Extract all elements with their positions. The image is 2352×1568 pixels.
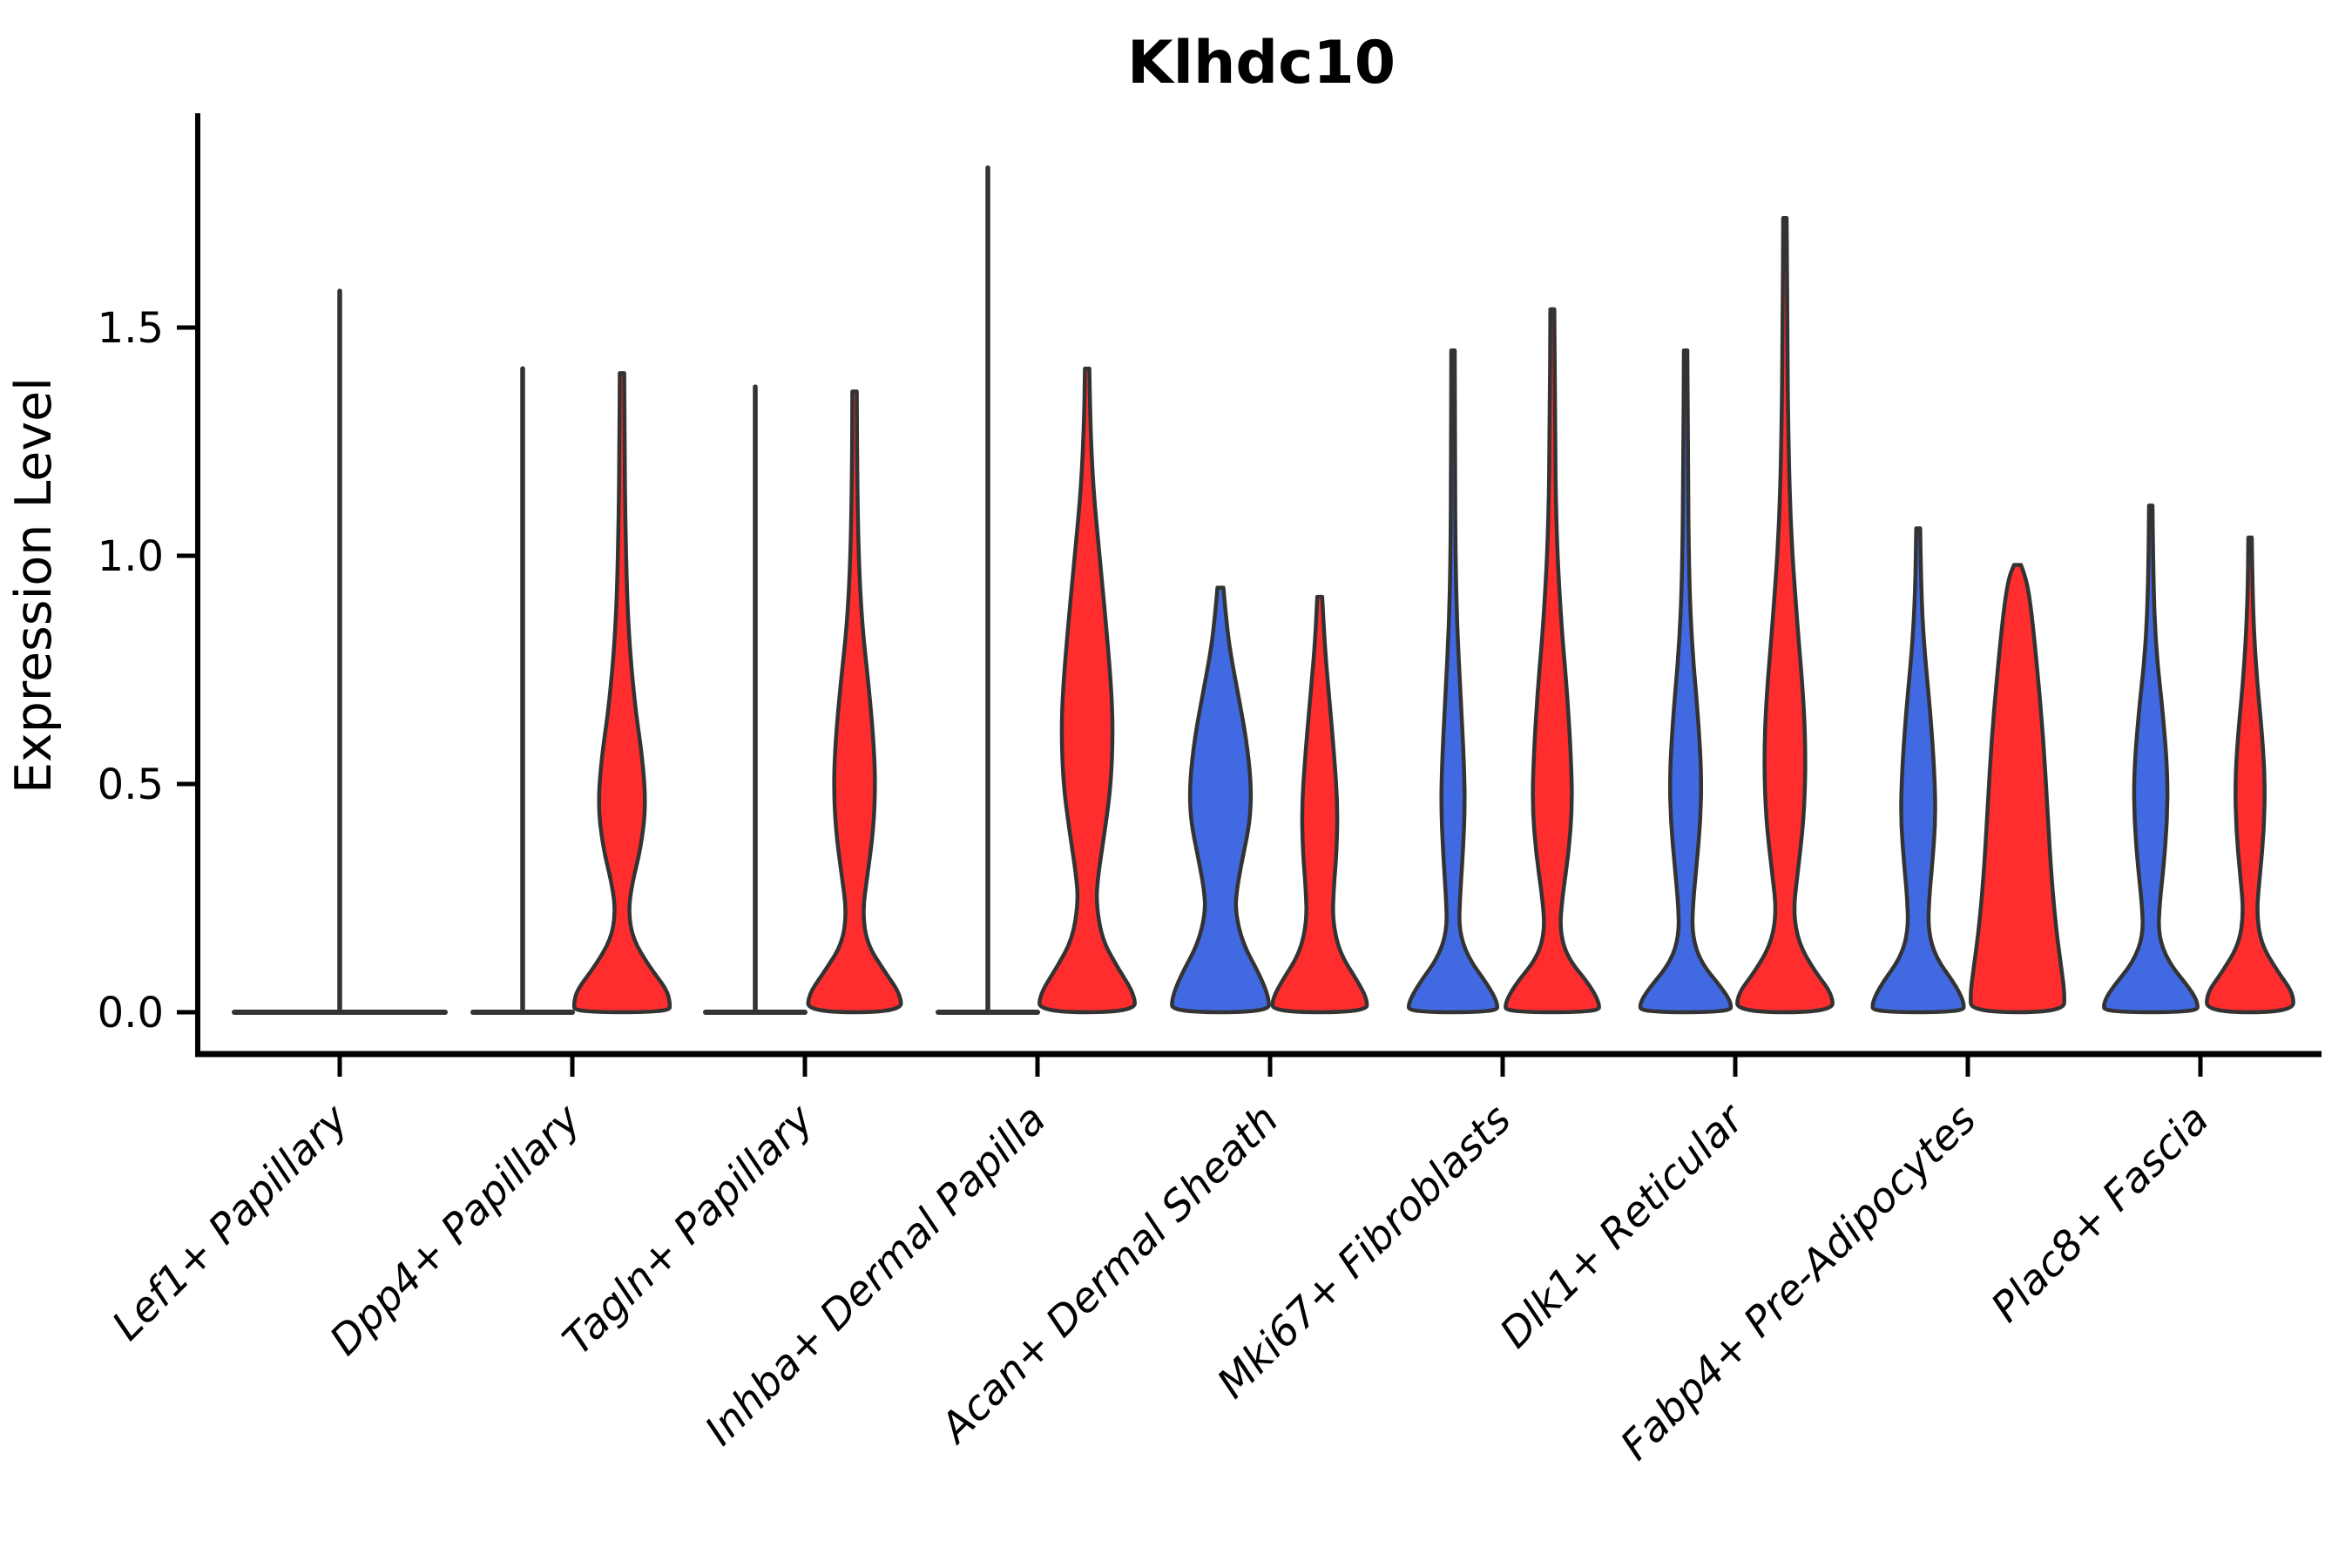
y-ticks: 0.0 0.5 1.0 1.5	[98, 304, 198, 1037]
x-tick-label: Plac8+ Fascia	[1982, 1096, 2218, 1332]
violin-blue	[2102, 504, 2200, 1015]
violin-blue	[1870, 526, 1966, 1015]
violin-red	[806, 389, 903, 1015]
violin-blue	[1638, 348, 1734, 1015]
violin-red	[1270, 594, 1369, 1015]
violin-red	[1037, 366, 1137, 1015]
x-tick-label: Dlk1+ Reticular	[1491, 1094, 1755, 1358]
y-tick-label: 1.5	[98, 304, 164, 353]
violin-blue	[1170, 585, 1271, 1015]
violin-red	[1969, 563, 2066, 1015]
y-tick-label: 0.0	[98, 989, 164, 1037]
violin-red	[571, 371, 672, 1015]
violin-blue	[1406, 348, 1500, 1015]
violin-red	[1504, 307, 1601, 1015]
violins-layer	[232, 165, 2295, 1015]
y-tick-label: 1.0	[98, 532, 164, 581]
violin-red	[2205, 535, 2295, 1015]
x-tick-label: Tagln+ Papillary	[554, 1095, 824, 1365]
violin-red	[1735, 215, 1835, 1015]
plot-title: Klhdc10	[1127, 29, 1396, 98]
y-axis-label: Expression Level	[5, 377, 63, 794]
x-tick-label: Lef1+ Papillary	[103, 1095, 358, 1350]
y-tick-label: 0.5	[98, 760, 164, 809]
x-tick-label: Dpp4+ Papillary	[321, 1095, 591, 1365]
